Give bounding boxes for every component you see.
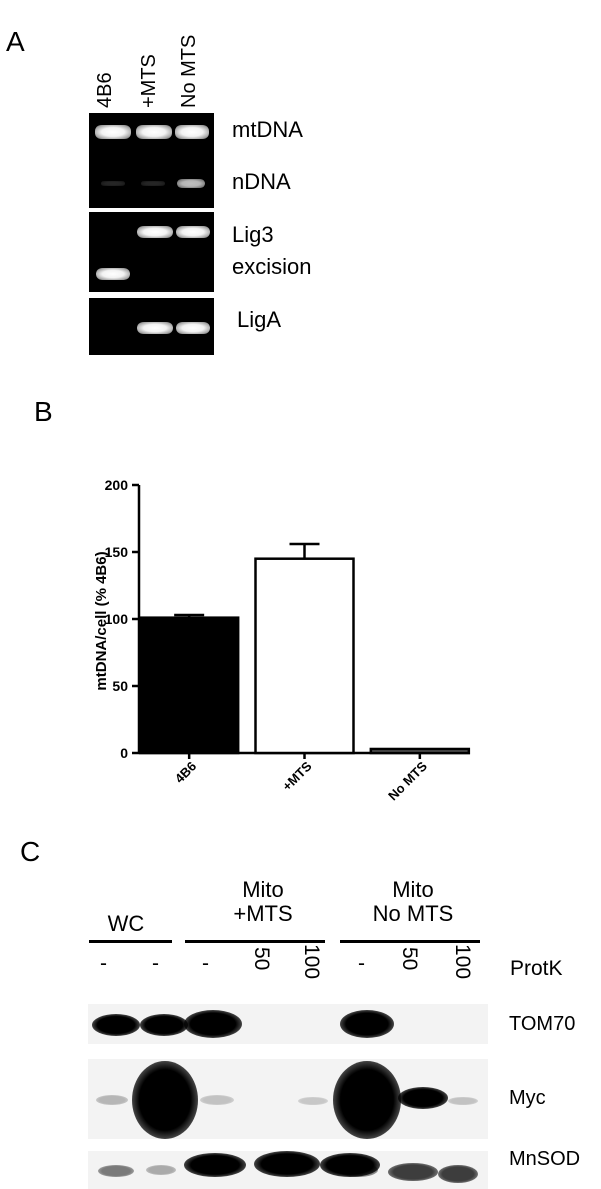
y-tick-label-50: 50 bbox=[112, 678, 128, 694]
group-mito-no-line1: Mito bbox=[392, 877, 434, 902]
blot-label-mnsod: MnSOD bbox=[509, 1148, 581, 1170]
panel-c-letter: C bbox=[20, 836, 41, 867]
band-mnsod-1 bbox=[98, 1165, 134, 1177]
band-mnsod-2 bbox=[146, 1165, 176, 1175]
underline-mito-plus-mts bbox=[185, 940, 325, 943]
band-myc-2 bbox=[132, 1061, 198, 1139]
blot-myc bbox=[88, 1059, 488, 1139]
group-mito-no-line2: No MTS bbox=[372, 901, 454, 926]
protk-lane-1: - bbox=[100, 952, 107, 975]
group-wc-line1: WC bbox=[107, 911, 145, 936]
band-lig3-no-mts bbox=[176, 226, 210, 238]
group-label-wc: WC bbox=[86, 912, 166, 936]
band-mnsod-4 bbox=[254, 1151, 320, 1177]
lane-label-plus-mts: +MTS bbox=[138, 54, 160, 108]
label-lig3: Lig3 bbox=[232, 222, 274, 247]
x-tick-label-0: 4B6 bbox=[172, 759, 199, 786]
gel-liga bbox=[89, 298, 214, 355]
panel-a-letter: A bbox=[6, 26, 25, 57]
underline-mito-no-mts bbox=[340, 940, 480, 943]
label-ndna: nDNA bbox=[232, 169, 291, 194]
band-excision-4b6 bbox=[96, 268, 130, 280]
y-axis-label: mtDNA/cell (% 4B6) bbox=[93, 551, 110, 690]
protk-lane-7: 50 bbox=[398, 947, 421, 971]
label-excision: excision bbox=[232, 254, 312, 279]
band-myc-8 bbox=[448, 1097, 478, 1105]
blot-label-tom70: TOM70 bbox=[509, 1013, 576, 1035]
protk-lane-3: - bbox=[202, 952, 209, 975]
gel-mtdna-ndna bbox=[89, 113, 214, 208]
band-myc-1 bbox=[96, 1095, 128, 1105]
band-myc-5 bbox=[298, 1097, 328, 1105]
underline-wc bbox=[89, 940, 172, 943]
bar-2 bbox=[369, 747, 471, 755]
lane-label-4b6: 4B6 bbox=[94, 72, 116, 108]
gel-lig3-excision bbox=[89, 212, 214, 292]
protk-lane-5: 100 bbox=[300, 944, 323, 980]
band-ndna-no-mts bbox=[177, 179, 205, 188]
band-myc-6 bbox=[333, 1061, 401, 1139]
lane-label-no-mts: No MTS bbox=[178, 34, 200, 108]
band-lig3-plus-mts bbox=[137, 226, 173, 238]
label-mtdna: mtDNA bbox=[232, 117, 303, 142]
bar-0 bbox=[138, 616, 240, 755]
bar-chart: 0 50 100 150 200 mtDNA/cell (% 4B6) 4B6 +MTS No … bbox=[93, 477, 471, 803]
band-mnsod-3 bbox=[184, 1153, 246, 1177]
group-mito-plus-line2: +MTS bbox=[233, 901, 293, 926]
band-mnsod-6 bbox=[338, 1163, 378, 1177]
y-tick-label-150: 150 bbox=[105, 544, 129, 560]
protk-lane-2: - bbox=[152, 952, 159, 975]
band-ndna-plus-mts-faint bbox=[141, 181, 165, 186]
blot-tom70 bbox=[88, 1004, 488, 1044]
band-tom70-6 bbox=[340, 1010, 394, 1038]
blot-label-myc: Myc bbox=[509, 1087, 546, 1109]
band-tom70-2 bbox=[140, 1014, 188, 1036]
band-mnsod-8 bbox=[438, 1165, 478, 1183]
band-mnsod-7 bbox=[388, 1163, 438, 1181]
group-mito-plus-line1: Mito bbox=[242, 877, 284, 902]
band-liga-no-mts bbox=[176, 322, 210, 334]
group-label-mito-no-mts: Mito No MTS bbox=[358, 878, 468, 926]
x-tick-label-2: No MTS bbox=[385, 758, 430, 803]
band-mtdna-no-mts bbox=[175, 125, 209, 139]
protk-lane-4: 50 bbox=[250, 947, 273, 971]
blot-mnsod bbox=[88, 1151, 488, 1189]
label-liga: LigA bbox=[237, 307, 282, 332]
x-tick-label-1: +MTS bbox=[279, 758, 315, 794]
group-label-mito-plus-mts: Mito +MTS bbox=[208, 878, 318, 926]
bar-1 bbox=[254, 557, 355, 755]
band-myc-7 bbox=[398, 1087, 448, 1109]
y-tick-label-100: 100 bbox=[105, 611, 129, 627]
protk-lane-6: - bbox=[358, 952, 365, 975]
y-tick-label-200: 200 bbox=[105, 477, 129, 493]
band-tom70-1 bbox=[92, 1014, 140, 1036]
y-tick-label-0: 0 bbox=[120, 745, 128, 761]
band-liga-plus-mts bbox=[137, 322, 173, 334]
band-myc-3 bbox=[200, 1095, 234, 1105]
protk-lane-8: 100 bbox=[451, 944, 474, 980]
band-mtdna-4b6 bbox=[95, 125, 131, 139]
band-ndna-4b6-faint bbox=[101, 181, 125, 186]
protk-label: ProtK bbox=[510, 957, 563, 980]
band-tom70-3 bbox=[184, 1010, 242, 1038]
panel-b-letter: B bbox=[34, 396, 53, 427]
band-mtdna-plus-mts bbox=[136, 125, 172, 139]
